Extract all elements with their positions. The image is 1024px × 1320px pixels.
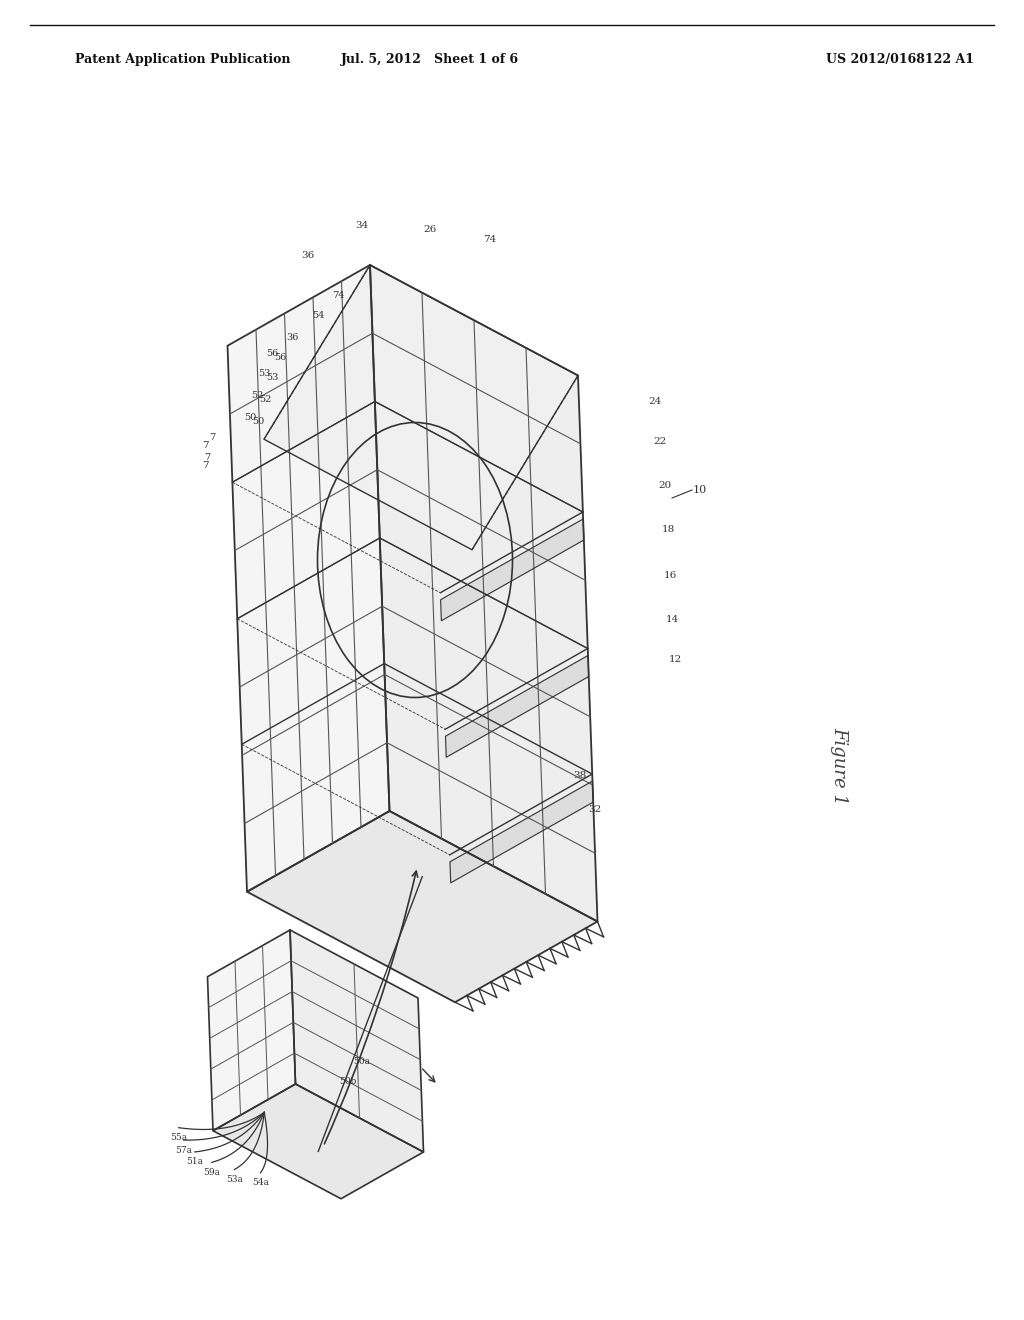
Text: 26: 26 (423, 226, 436, 235)
Text: 7: 7 (202, 441, 208, 450)
Text: 7: 7 (204, 454, 210, 462)
Text: 50a: 50a (353, 1057, 371, 1067)
Text: 22: 22 (653, 437, 667, 446)
Text: 32: 32 (589, 805, 602, 814)
Text: 14: 14 (666, 615, 679, 624)
Text: 50: 50 (252, 417, 264, 426)
Text: Patent Application Publication: Patent Application Publication (75, 53, 291, 66)
Text: 24: 24 (648, 397, 662, 407)
Text: 53: 53 (258, 370, 270, 379)
Text: Jul. 5, 2012   Sheet 1 of 6: Jul. 5, 2012 Sheet 1 of 6 (341, 53, 519, 66)
Text: 16: 16 (664, 570, 677, 579)
Text: 10: 10 (693, 484, 708, 495)
Polygon shape (227, 265, 389, 892)
Text: 74: 74 (483, 235, 497, 244)
Polygon shape (290, 931, 424, 1152)
Polygon shape (247, 810, 597, 1002)
Text: US 2012/0168122 A1: US 2012/0168122 A1 (826, 53, 974, 66)
Text: 59a: 59a (203, 1168, 220, 1177)
Text: 56: 56 (273, 352, 286, 362)
Text: 74: 74 (332, 290, 344, 300)
Text: 57a: 57a (175, 1146, 193, 1155)
Text: 56: 56 (266, 348, 279, 358)
Text: Figure 1: Figure 1 (830, 727, 849, 804)
Text: 53a: 53a (226, 1175, 243, 1184)
Text: 18: 18 (662, 525, 675, 535)
Text: 50b: 50b (339, 1077, 356, 1086)
Polygon shape (213, 1084, 424, 1199)
Text: 36: 36 (286, 333, 298, 342)
Text: 54: 54 (312, 310, 325, 319)
Polygon shape (445, 656, 589, 758)
Text: 54a: 54a (252, 1179, 269, 1187)
Text: 20: 20 (658, 480, 672, 490)
Polygon shape (370, 265, 597, 921)
Polygon shape (450, 781, 593, 883)
Text: 38: 38 (573, 771, 587, 780)
Text: 36: 36 (301, 251, 314, 260)
Polygon shape (208, 931, 296, 1131)
Text: 53: 53 (266, 374, 279, 383)
Text: 50: 50 (244, 413, 256, 422)
Text: 52: 52 (251, 392, 263, 400)
Text: 7: 7 (202, 461, 208, 470)
Text: 7: 7 (209, 433, 215, 442)
Polygon shape (440, 519, 584, 620)
Polygon shape (264, 265, 578, 549)
Text: 12: 12 (669, 656, 682, 664)
Text: 52: 52 (259, 396, 271, 404)
Text: 55a: 55a (170, 1133, 187, 1142)
Text: 34: 34 (355, 220, 369, 230)
Text: 51a: 51a (186, 1158, 204, 1167)
